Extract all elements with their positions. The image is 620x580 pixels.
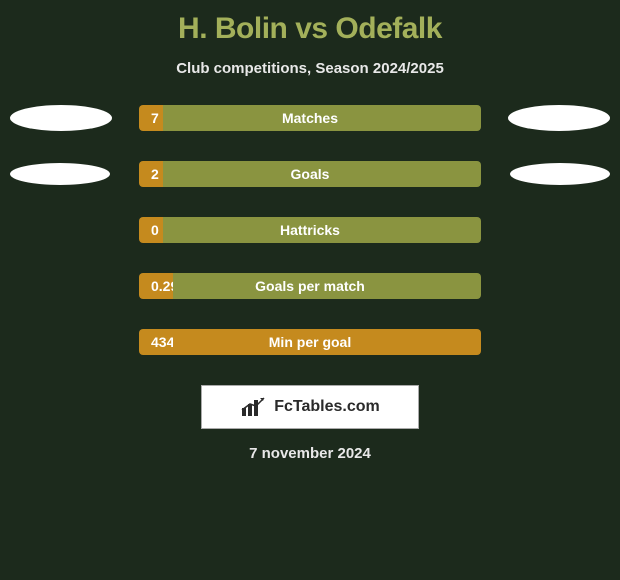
stat-bar: 2 Goals xyxy=(139,161,481,187)
stat-row-hattricks: 0 Hattricks xyxy=(0,217,620,243)
stat-bar: 0.29 Goals per match xyxy=(139,273,481,299)
stat-row-goals: 2 Goals xyxy=(0,161,620,187)
player1-value: 0 xyxy=(139,217,163,243)
player1-blob xyxy=(10,163,110,185)
source-label: FcTables.com xyxy=(274,398,380,416)
player1-blob xyxy=(10,105,112,131)
page-subtitle: Club competitions, Season 2024/2025 xyxy=(0,60,620,77)
player2-value xyxy=(173,329,481,355)
player1-value: 2 xyxy=(139,161,163,187)
snapshot-date: 7 november 2024 xyxy=(0,445,620,462)
comparison-stats: 7 Matches 2 Goals 0 Hattricks 0.29 Goals… xyxy=(0,105,620,355)
stat-row-mpg: 434 Min per goal xyxy=(0,329,620,355)
stat-bar: 434 Min per goal xyxy=(139,329,481,355)
chart-icon xyxy=(240,396,268,418)
stat-bar: 7 Matches xyxy=(139,105,481,131)
player1-value: 0.29 xyxy=(139,273,173,299)
source-badge[interactable]: FcTables.com xyxy=(201,385,419,429)
player1-value: 434 xyxy=(139,329,173,355)
player2-value xyxy=(173,273,481,299)
player2-blob xyxy=(508,105,610,131)
player2-value xyxy=(163,105,481,131)
player1-value: 7 xyxy=(139,105,163,131)
player2-value xyxy=(163,217,481,243)
player2-value xyxy=(163,161,481,187)
page-title: H. Bolin vs Odefalk xyxy=(0,0,620,46)
stat-row-matches: 7 Matches xyxy=(0,105,620,131)
player2-blob xyxy=(510,163,610,185)
stat-row-gpm: 0.29 Goals per match xyxy=(0,273,620,299)
stat-bar: 0 Hattricks xyxy=(139,217,481,243)
